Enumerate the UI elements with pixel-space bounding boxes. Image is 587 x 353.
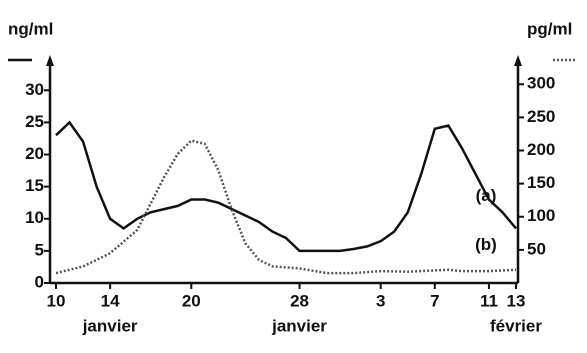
x-tick-label: 28 — [290, 291, 309, 310]
x-tick-label: 11 — [480, 291, 498, 310]
x-tick-label: 20 — [182, 291, 201, 310]
y-tick-label: 5 — [35, 240, 44, 259]
month-label: janvier — [271, 316, 327, 335]
y2-axis-arrow — [514, 55, 522, 66]
x-tick-label: 7 — [430, 291, 439, 310]
series-line — [55, 139, 517, 275]
y-tick-label: 20 — [25, 144, 44, 163]
y-tick-label: 10 — [25, 208, 44, 227]
y2-tick-label: 50 — [527, 239, 546, 258]
month-label: février — [490, 316, 542, 335]
y-tick-label: 0 — [35, 272, 44, 291]
x-tick-label: 13 — [507, 291, 526, 310]
y2-tick-label: 100 — [527, 206, 555, 225]
x-tick-label: 3 — [376, 291, 385, 310]
y-axis-arrow — [46, 55, 54, 66]
y2-axis-title: pg/ml — [527, 19, 572, 38]
x-tick-label: 10 — [47, 291, 66, 310]
series-label: (b) — [475, 235, 497, 254]
series-line — [55, 120, 517, 253]
x-tick-label: 14 — [101, 291, 120, 310]
y2-tick-label: 200 — [527, 140, 555, 159]
y-tick-label: 25 — [25, 112, 44, 131]
y-tick-label: 30 — [25, 80, 44, 99]
series-label: (a) — [476, 186, 497, 205]
y2-tick-label: 300 — [527, 74, 555, 93]
y2-tick-label: 250 — [527, 107, 555, 126]
y2-tick-label: 150 — [527, 173, 555, 192]
y-axis-title: ng/ml — [8, 19, 53, 38]
y-tick-label: 15 — [25, 176, 44, 195]
month-label: janvier — [82, 316, 138, 335]
